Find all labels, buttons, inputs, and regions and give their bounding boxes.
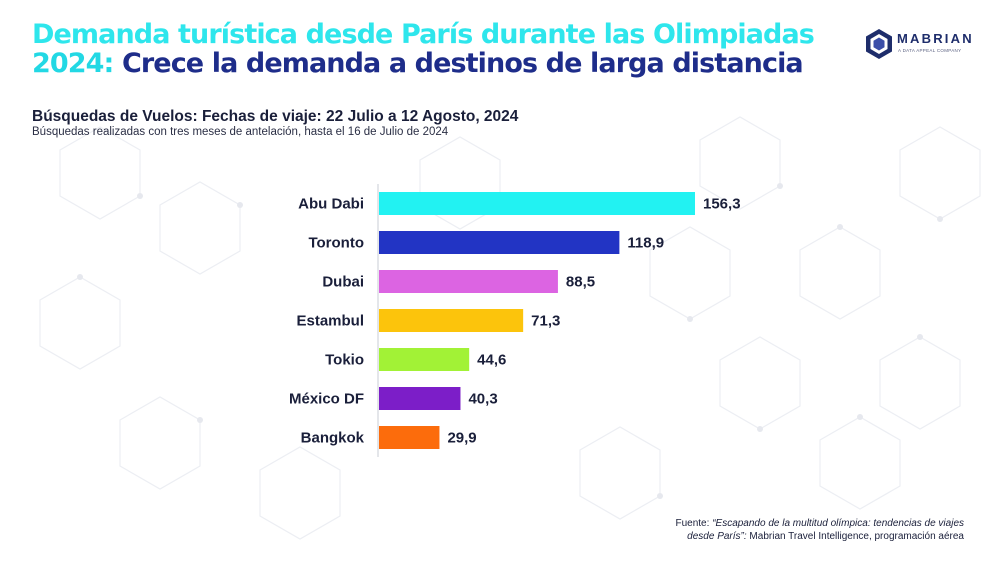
value-label-abu-dabi: 156,3 bbox=[703, 196, 741, 213]
chart-subtitle: Búsquedas de Vuelos: Fechas de viaje: 22… bbox=[32, 108, 519, 125]
bar-toronto bbox=[379, 231, 620, 254]
category-label-tokio: Tokio bbox=[325, 352, 364, 369]
value-label-estambul: 71,3 bbox=[531, 313, 560, 330]
value-label-toronto: 118,9 bbox=[627, 235, 664, 252]
value-label-dubai: 88,5 bbox=[566, 274, 595, 291]
logo-tagline: A DATA APPEAL COMPANY bbox=[898, 48, 962, 53]
bar-tokio bbox=[379, 348, 470, 371]
title-line-1: Demanda turística desde París durante la… bbox=[32, 19, 815, 50]
title-year: 2024: bbox=[32, 48, 114, 79]
value-label-bangkok: 29,9 bbox=[447, 430, 476, 447]
logo-wordmark: MABRIAN bbox=[897, 31, 974, 46]
bar-bangkok bbox=[379, 426, 440, 449]
category-label-estambul: Estambul bbox=[296, 313, 364, 330]
value-label-mexico-df: 40,3 bbox=[468, 391, 497, 408]
bar-estambul bbox=[379, 309, 524, 332]
source-quote: “Escapando de la multitud olímpica: tend… bbox=[687, 518, 964, 542]
source-label: Fuente: bbox=[675, 518, 713, 529]
category-label-abu-dabi: Abu Dabi bbox=[298, 196, 364, 213]
category-label-mexico-df: México DF bbox=[289, 391, 364, 408]
source-note: Fuente: “Escapando de la multitud olímpi… bbox=[664, 517, 964, 543]
category-label-toronto: Toronto bbox=[308, 235, 364, 252]
value-label-tokio: 44,6 bbox=[477, 352, 506, 369]
hexagon-logo-icon bbox=[866, 29, 892, 59]
bar-mexico-df bbox=[379, 387, 461, 410]
bar-dubai bbox=[379, 270, 558, 293]
source-rest: Mabrian Travel Intelligence, programació… bbox=[746, 531, 964, 542]
title-line-2: Crece la demanda a destinos de larga dis… bbox=[121, 48, 804, 79]
page-title: Demanda turística desde París durante la… bbox=[32, 20, 832, 78]
chart-subnote: Búsquedas realizadas con tres meses de a… bbox=[32, 126, 449, 138]
category-label-bangkok: Bangkok bbox=[301, 430, 365, 447]
bar-abu-dabi bbox=[379, 192, 695, 215]
category-label-dubai: Dubai bbox=[322, 274, 364, 291]
mabrian-logo: MABRIAN A DATA APPEAL COMPANY bbox=[864, 28, 974, 62]
